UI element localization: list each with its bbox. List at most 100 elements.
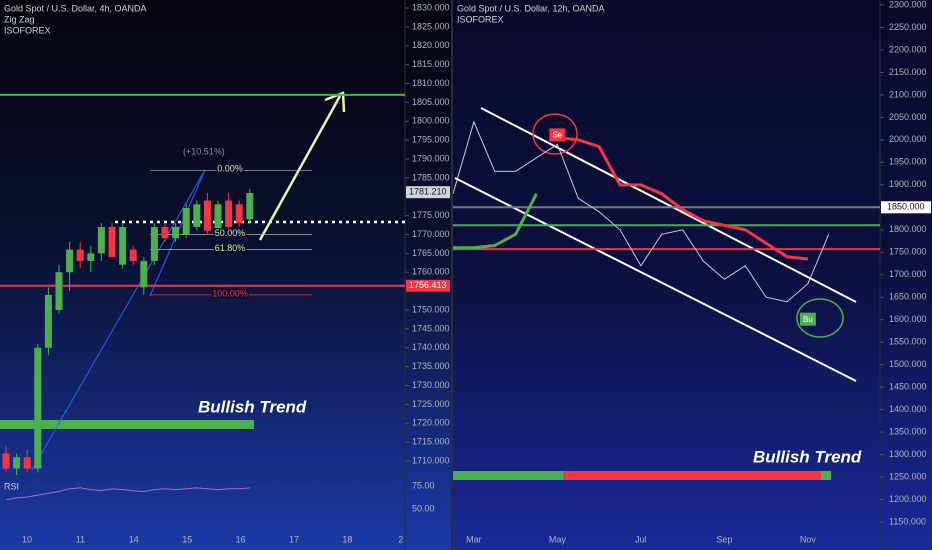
- signal-label: Se: [552, 130, 562, 139]
- y-tick-label: 2150.000: [889, 67, 927, 77]
- signal-marker: [549, 128, 566, 142]
- y-tick-label: 1815.000: [412, 59, 450, 69]
- y-tick-label: 1650.000: [889, 292, 927, 302]
- y-tick-label: 1770.000: [412, 229, 450, 239]
- y-tick-label: 1900.000: [889, 179, 927, 189]
- series-line: [453, 193, 538, 250]
- indicator-band: [821, 471, 831, 480]
- candle-body: [44, 294, 52, 348]
- y-tick-label: 2300.000: [889, 0, 927, 9]
- y-tick-label: 1450.000: [889, 382, 927, 392]
- y-tick-label: 1710.000: [412, 455, 450, 465]
- y-tick-label: 1790.000: [412, 153, 450, 163]
- arrow: [258, 95, 342, 241]
- x-tick-label: Jul: [635, 534, 647, 544]
- candle-body: [193, 204, 201, 227]
- y-tick-label: 1200.000: [889, 494, 927, 504]
- candle-body: [76, 249, 84, 261]
- price-tag-label: 1756.413: [409, 280, 447, 290]
- y-tick-label: 2200.000: [889, 44, 927, 54]
- series-line: [453, 120, 830, 303]
- right-plot: Se Bu: [453, 120, 880, 326]
- candle-body: [203, 200, 211, 231]
- price-tag-label: 1850.000: [887, 202, 925, 212]
- price-tag: [881, 201, 931, 214]
- y-tick-label: 1400.000: [889, 404, 927, 414]
- y-tick-label: 1740.000: [412, 342, 450, 352]
- y-tick-label: 1600.000: [889, 314, 927, 324]
- y-tick-label: 1820.000: [412, 40, 450, 50]
- y-tick-label: 1300.000: [889, 449, 927, 459]
- candle-body: [55, 272, 63, 310]
- fib-label: 0.00%: [217, 164, 243, 174]
- fib-change: (+10.51%): [183, 146, 225, 156]
- arrow-head: [324, 91, 346, 113]
- y-tick-label: 2100.000: [889, 89, 927, 99]
- channel-line: [480, 107, 857, 303]
- x-tick-label: 16: [236, 534, 246, 544]
- candle-body: [235, 204, 243, 224]
- y-tick-label: 1830.000: [412, 2, 450, 12]
- y-tick-label: 1810.000: [412, 78, 450, 88]
- y-tick-label: 2250.000: [889, 22, 927, 32]
- y-tick-label: 1725.000: [412, 399, 450, 409]
- candle-body: [13, 457, 21, 469]
- candle-body: [34, 347, 42, 469]
- y-tick-label: 1795.000: [412, 135, 450, 145]
- x-tick-label: Mar: [466, 534, 482, 544]
- y-tick-label: 1760.000: [412, 267, 450, 277]
- right-panel: [453, 0, 932, 550]
- signal-circle: [532, 113, 578, 155]
- signal-label: Bu: [803, 315, 813, 324]
- indicator-name: ISOFOREX: [4, 25, 51, 35]
- price-tag: [406, 279, 450, 292]
- indicator-band: [453, 471, 563, 480]
- y-tick-label: 1765.000: [412, 248, 450, 258]
- y-tick-label: 1150.000: [889, 516, 926, 526]
- x-tick-label: 11: [76, 534, 85, 544]
- candle-body: [225, 200, 233, 227]
- x-tick-label: Nov: [800, 534, 817, 544]
- y-tick-label: 1750.000: [412, 304, 450, 314]
- zigzag: [31, 169, 206, 471]
- annotation: Bullish Trend: [753, 447, 862, 466]
- indicator-band: [0, 420, 254, 429]
- price-tag: [406, 186, 450, 199]
- candle-body: [161, 226, 169, 239]
- channel-line: [454, 177, 857, 382]
- y-tick-label: 1750.000: [889, 247, 927, 257]
- left-panel: [0, 0, 452, 550]
- y-tick-label: 2000.000: [889, 134, 927, 144]
- y-tick-label: 1735.000: [412, 361, 450, 371]
- fib-label: 61.80%: [215, 243, 246, 253]
- signal-circle: [796, 298, 844, 338]
- series-line: [557, 136, 809, 261]
- y-tick-label: 1730.000: [412, 380, 450, 390]
- y-tick-label: 1745.000: [412, 323, 450, 333]
- x-tick-label: 18: [342, 534, 352, 544]
- annotation: Bullish Trend: [198, 397, 307, 416]
- candle-body: [23, 457, 31, 469]
- y-tick-label: 1500.000: [889, 359, 927, 369]
- y-tick-label: 1775.000: [412, 210, 450, 220]
- y-tick-label: 1800.000: [889, 224, 927, 234]
- y-tick-label: 1805.000: [412, 97, 450, 107]
- fib-label: 100.00%: [212, 288, 248, 298]
- candle-body: [97, 226, 105, 254]
- indicator-name: ISOFOREX: [457, 14, 504, 24]
- candle-body: [2, 453, 10, 469]
- x-tick-label: 15: [182, 534, 192, 544]
- y-tick-label: 1950.000: [889, 157, 927, 167]
- x-tick-label: Sep: [716, 534, 732, 544]
- candle-body: [172, 226, 180, 239]
- y-tick-label: 1550.000: [889, 337, 927, 347]
- y-tick-label: 1800.000: [412, 116, 450, 126]
- chart-title: Gold Spot / U.S. Dollar, 12h, OANDA: [457, 3, 605, 13]
- signal-marker: [799, 312, 816, 326]
- candle-body: [108, 226, 116, 258]
- y-tick-label: 1350.000: [889, 426, 927, 436]
- y-tick-label: 1250.000: [889, 471, 927, 481]
- x-tick-label: 17: [289, 534, 299, 544]
- y-tick-label: 1700.000: [889, 269, 927, 279]
